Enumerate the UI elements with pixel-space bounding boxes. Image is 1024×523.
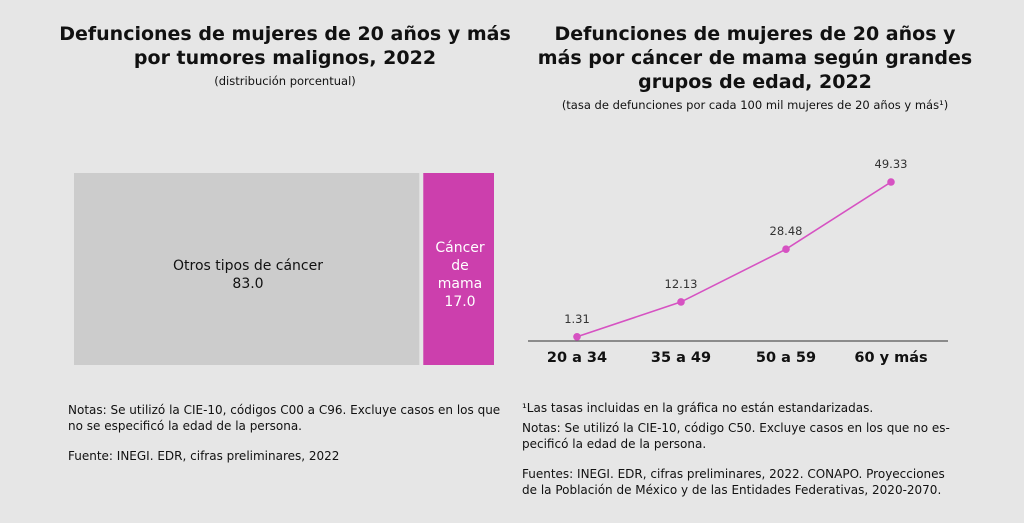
bar-label-otros: Otros tipos de cáncer	[173, 258, 323, 274]
right-title-line: Defunciones de mujeres de 20 años y	[554, 23, 956, 45]
right-title-line: grupos de edad, 2022	[638, 71, 872, 93]
x-tick-label: 60 y más	[854, 350, 927, 366]
left-notes: Notas: Se utilizó la CIE-10, códigos C00…	[68, 402, 500, 464]
source-line: Fuentes: INEGI. EDR, cifras preliminares…	[522, 467, 945, 481]
right-title-line: más por cáncer de mama según grandes	[537, 47, 973, 69]
right-chart-title: Defunciones de mujeres de 20 años y más …	[500, 22, 1010, 94]
data-point	[677, 298, 685, 306]
bar-value-mama: 17.0	[444, 294, 475, 310]
left-title-line: por tumores malignos, 2022	[133, 47, 437, 69]
source-line: de la Población de México y de las Entid…	[522, 483, 942, 497]
bar-label-mama: mama	[438, 276, 482, 292]
x-tick-label: 20 a 34	[547, 350, 607, 366]
data-label: 28.48	[770, 224, 803, 238]
bar-label-mama: de	[451, 258, 469, 274]
note-line: Notas: Se utilizó la CIE-10, códigos C00…	[68, 403, 501, 417]
series-line	[576, 181, 892, 338]
data-label: 49.33	[875, 157, 908, 171]
data-point	[887, 178, 895, 186]
data-label: 12.13	[665, 277, 698, 291]
note-line: pecificó la edad de la persona.	[522, 437, 707, 451]
right-chart-subtitle: (tasa de defunciones por cada 100 mil mu…	[561, 98, 949, 112]
footnote: ¹Las tasas incluidas en la gráfica no es…	[522, 401, 874, 415]
bar-value-otros: 83.0	[232, 276, 263, 292]
data-point	[573, 332, 581, 341]
data-point	[782, 245, 790, 254]
left-chart-subtitle: (distribución porcentual)	[214, 74, 356, 88]
note-line: no se especificó la edad de la persona.	[68, 419, 302, 433]
bar-otros	[74, 173, 420, 365]
right-notes: ¹Las tasas incluidas en la gráfica no es…	[522, 400, 950, 498]
left-chart-title: Defunciones de mujeres de 20 años y más …	[30, 22, 540, 70]
bar-cancer-mama	[423, 173, 494, 365]
data-label: 1.31	[564, 312, 590, 326]
bar-label-mama: Cáncer	[435, 240, 485, 256]
left-title-line: Defunciones de mujeres de 20 años y más	[59, 23, 511, 45]
source-line: Fuente: INEGI. EDR, cifras preliminares,…	[68, 449, 340, 463]
x-tick-label: 50 a 59	[756, 350, 816, 366]
note-line: Notas: Se utilizó la CIE-10, código C50.…	[522, 421, 950, 435]
x-tick-label: 35 a 49	[651, 350, 711, 366]
